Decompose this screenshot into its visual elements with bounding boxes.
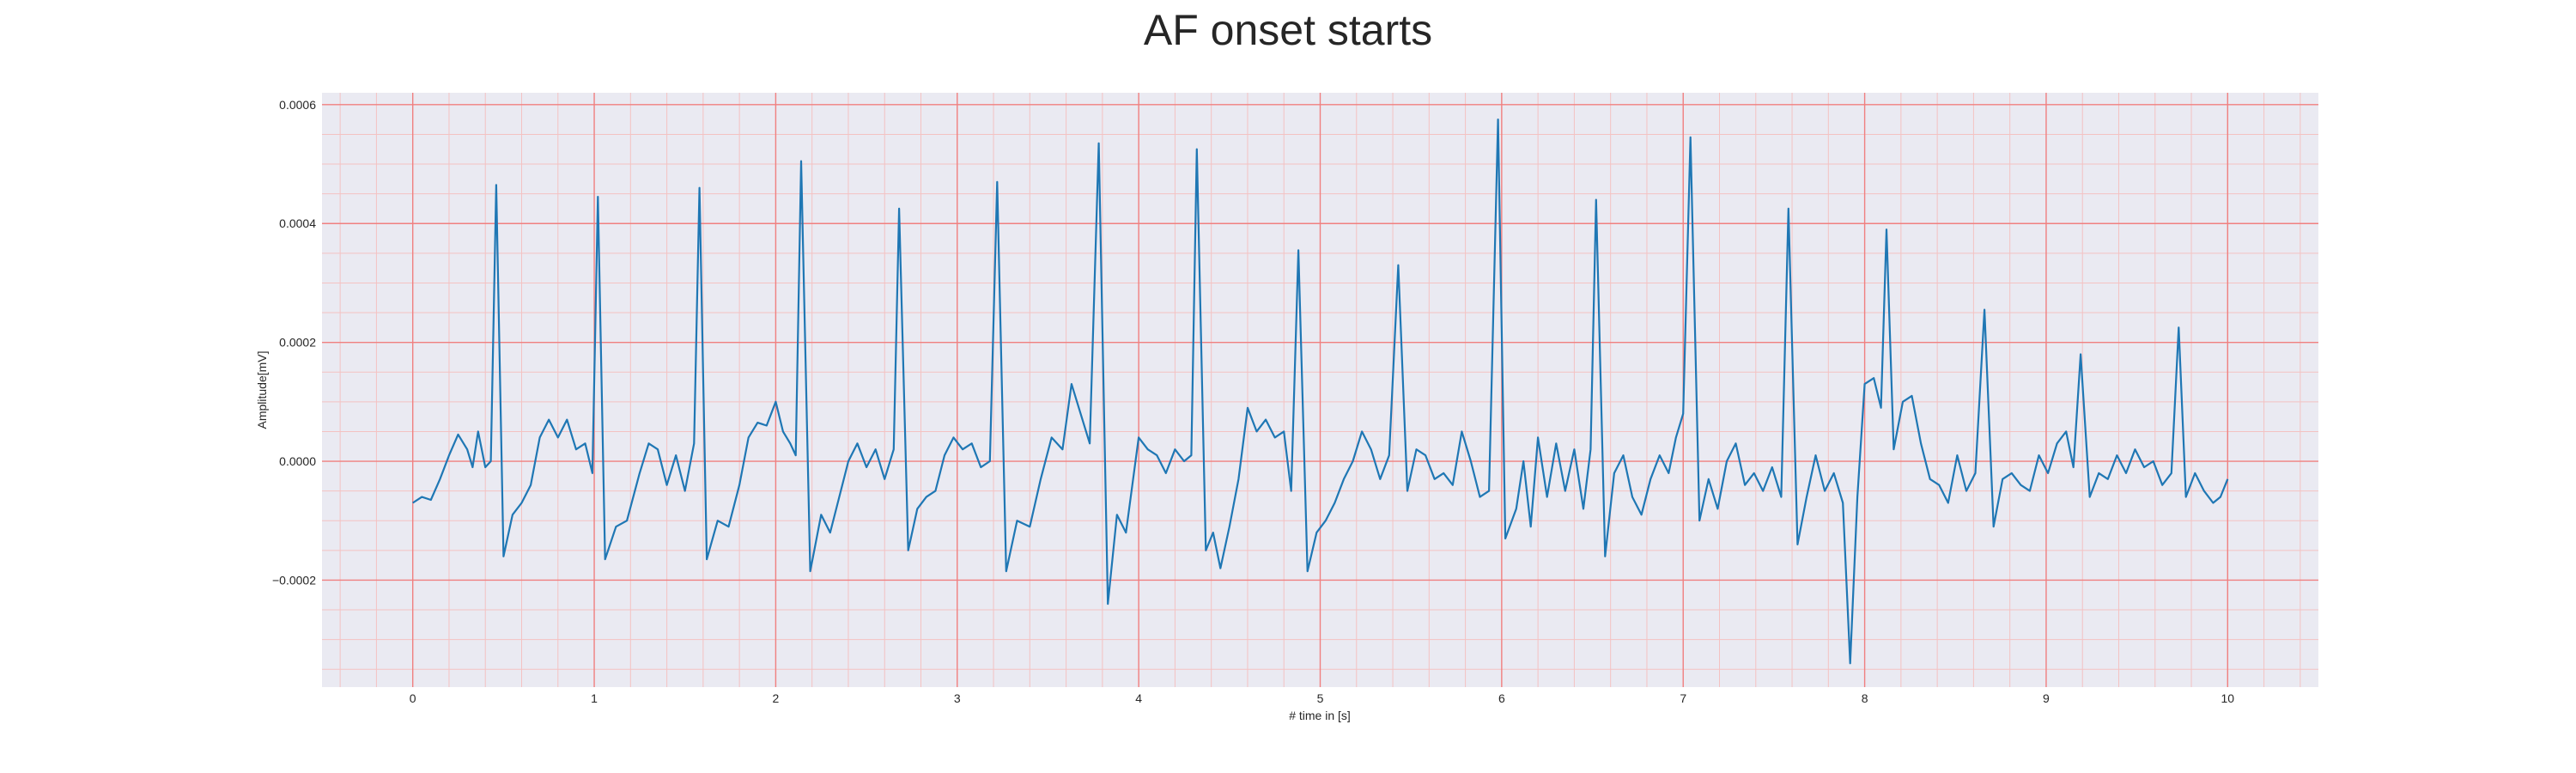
chart-title: AF onset starts <box>1143 6 1433 54</box>
x-tick-label: 9 <box>2043 691 2050 705</box>
x-tick-label: 2 <box>773 691 780 705</box>
x-axis-label: # time in [s] <box>1289 709 1351 722</box>
y-tick-label: −0.0002 <box>272 573 316 587</box>
y-axis-label: Amplitude[mV] <box>255 350 269 429</box>
x-tick-label: 5 <box>1317 691 1324 705</box>
ecg-series-line <box>412 119 2229 665</box>
x-tick-label: 3 <box>954 691 961 705</box>
y-axis-ticks: −0.0002 0.0000 0.0002 0.0004 0.0006 <box>272 98 316 587</box>
x-tick-label: 6 <box>1498 691 1505 705</box>
y-tick-label: 0.0002 <box>279 336 316 350</box>
series-layer <box>412 119 2229 665</box>
y-tick-label: 0.0006 <box>279 98 316 112</box>
y-tick-label: 0.0000 <box>279 454 316 468</box>
x-tick-label: 0 <box>410 691 416 705</box>
x-tick-label: 7 <box>1680 691 1686 705</box>
x-tick-label: 8 <box>1862 691 1868 705</box>
x-tick-label: 1 <box>591 691 598 705</box>
x-axis-ticks: 0 1 2 3 4 5 6 7 8 9 10 <box>410 691 2235 705</box>
y-tick-label: 0.0004 <box>279 216 316 230</box>
x-tick-label: 10 <box>2221 691 2235 705</box>
x-tick-label: 4 <box>1135 691 1142 705</box>
